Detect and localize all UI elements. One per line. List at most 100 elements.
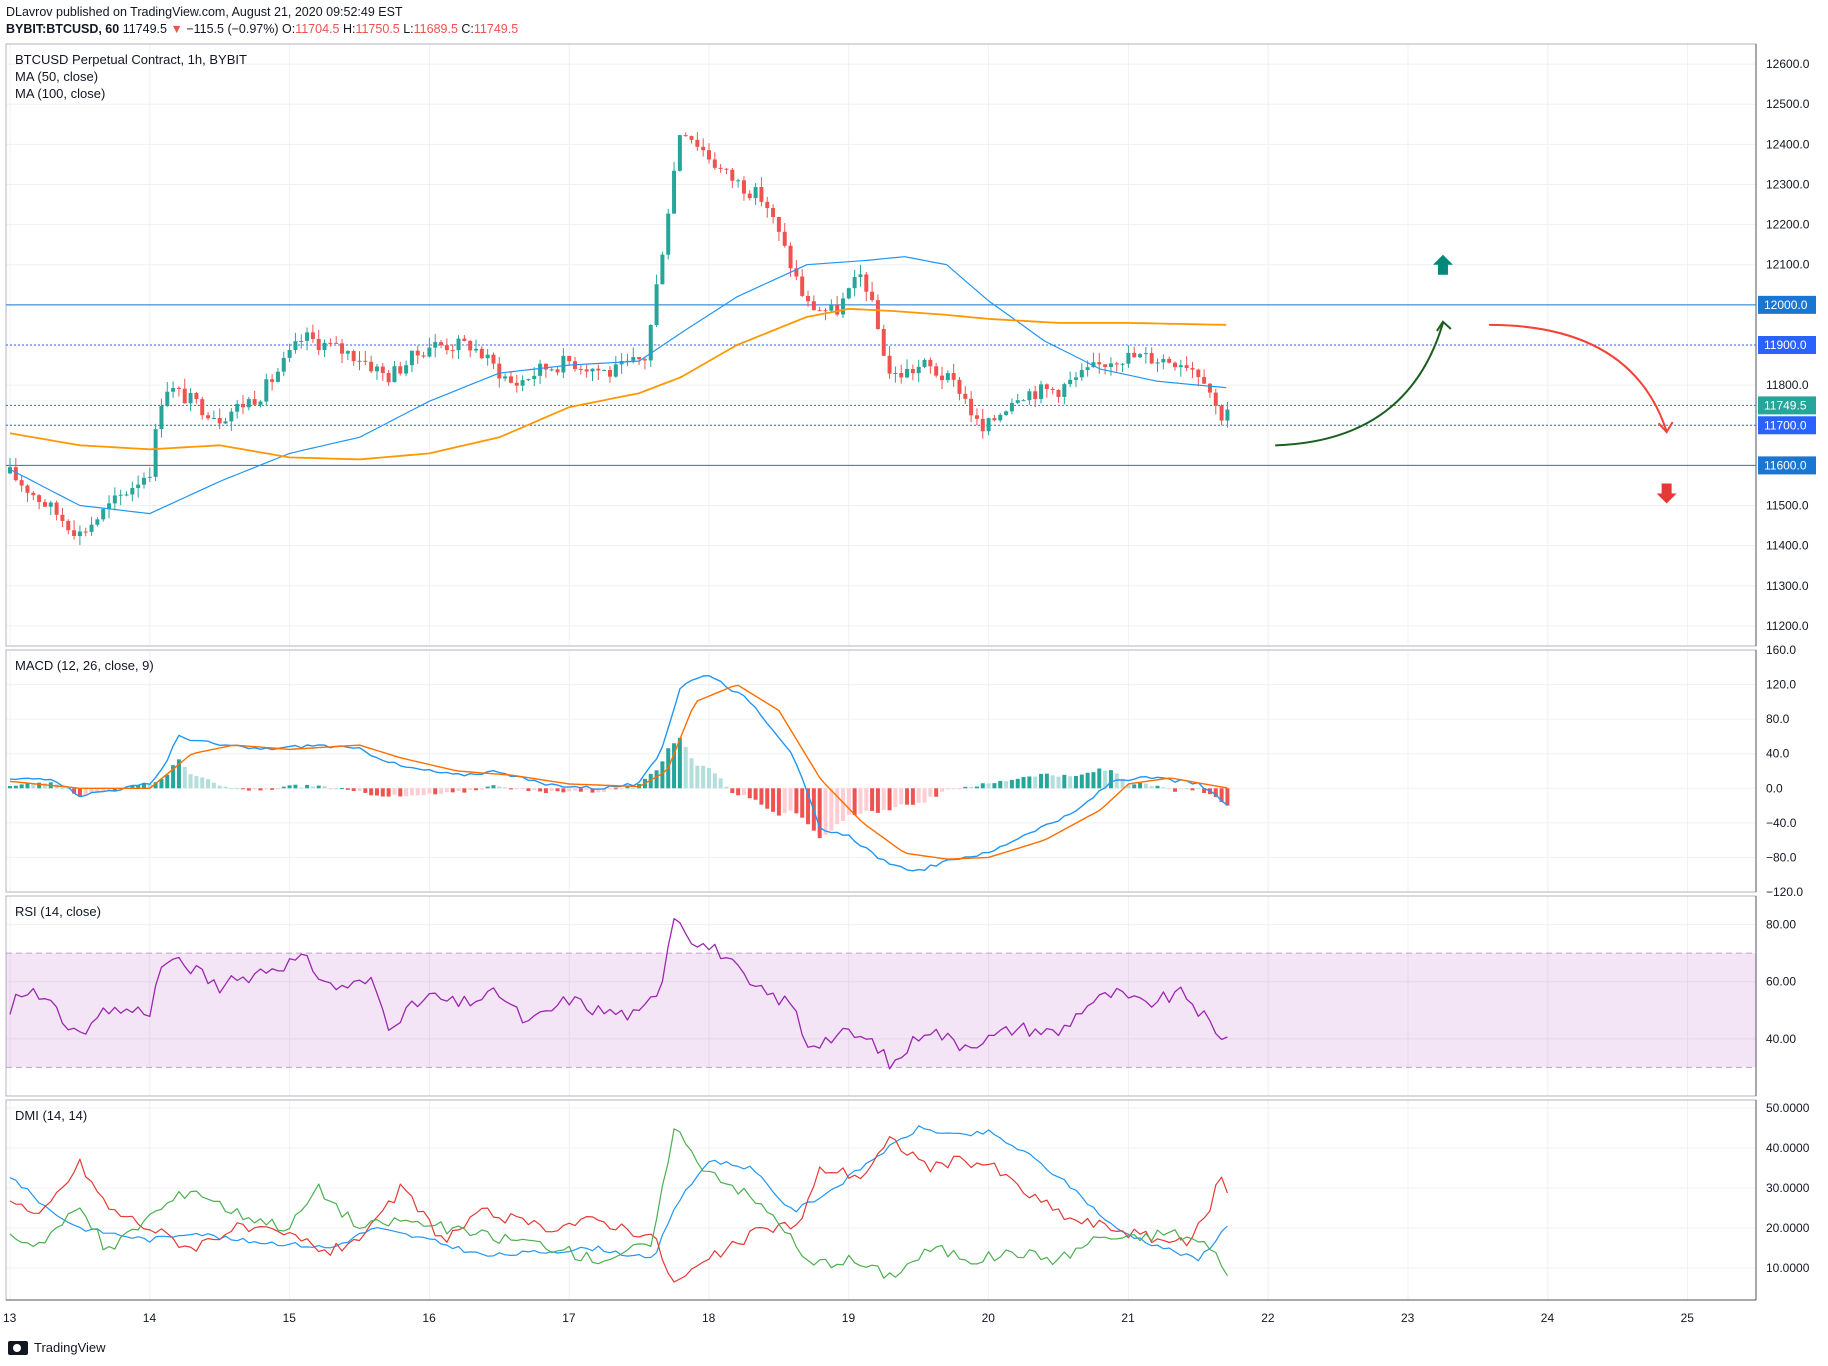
candle-body [54,502,59,515]
chart-header: DLavrov published on TradingView.com, Au… [6,4,518,38]
macd-histogram-bar [689,758,694,789]
macd-histogram-bar [1068,776,1073,789]
price-change: −115.5 (−0.97%) [186,22,279,36]
macd-histogram-bar [590,788,595,793]
close-label: C: [461,22,474,36]
candle-body [19,480,24,486]
candle-body [602,369,607,371]
macd-histogram-bar [1213,788,1218,798]
macd-histogram-bar [340,788,345,790]
macd-histogram-bar [1190,788,1195,791]
down-triangle-icon: ▼ [170,22,183,36]
candle-body [1132,352,1137,358]
macd-histogram-bar [25,783,30,789]
candle-body [561,355,566,373]
macd-histogram-bar [42,783,47,789]
macd-histogram-bar [1143,783,1148,789]
macd-histogram-bar [270,788,275,790]
macd-histogram-bar [1196,788,1201,790]
candle-body [1161,358,1166,363]
macd-histogram-bar [1178,788,1183,790]
candle-body [724,168,729,170]
candle-body [8,467,12,474]
candle-body [491,354,496,364]
macd-histogram-bar [37,782,42,789]
macd-histogram-bar [66,788,71,790]
macd-histogram-bar [229,788,234,790]
macd-histogram-bar [619,788,624,790]
candle-body [182,388,187,404]
macd-histogram-bar [759,788,764,805]
macd-histogram-bar [776,788,781,816]
candle-body [840,298,845,315]
macd-histogram-bar [275,788,280,790]
candle-body [852,277,857,289]
down-arrow-icon [1656,483,1677,504]
candle-body [136,484,141,488]
candle-body [776,217,781,232]
candle-body [1184,365,1189,369]
y-tick-label: 12400.0 [1766,137,1810,151]
macd-histogram-bar [1039,773,1044,789]
macd-histogram-bar [147,784,152,789]
y-tick-label: 80.00 [1766,918,1796,932]
macd-histogram-bar [806,788,811,825]
candle-body [118,494,123,496]
candle-body [1114,363,1119,365]
candle-body [899,372,904,378]
candle-body [631,357,636,361]
candle-body [141,477,146,485]
candle-body [83,531,88,533]
y-tick-label: 12500.0 [1766,97,1810,111]
macd-histogram-bar [1138,782,1143,789]
macd-histogram-bar [345,788,350,790]
candle-body [107,503,112,510]
macd-histogram-bar [223,786,228,789]
candle-body [1178,365,1183,368]
tradingview-brand: TradingView [8,1340,106,1355]
candle-body [788,245,793,269]
candle-body [800,276,805,296]
macd-histogram-bar [380,788,385,797]
high-value: 11750.5 [355,22,400,36]
candle-body [281,357,286,372]
candle-body [165,391,170,407]
macd-histogram-bar [503,787,508,789]
y-tick-label: 10.0000 [1766,1261,1810,1275]
candle-body [258,401,263,405]
macd-histogram-bar [293,784,298,789]
candle-body [31,492,36,496]
candle-body [1173,362,1177,368]
candle-body [229,411,234,422]
macd-histogram-bar [31,783,36,789]
green-curve-arrow [1275,322,1444,447]
candle-body [112,495,117,504]
y-tick-label: 80.0 [1766,712,1790,726]
candle-body [532,375,537,380]
candle-body [736,180,741,182]
x-tick-label: 13 [3,1311,17,1325]
candle-body [363,360,368,362]
macd-histogram-bar [951,788,956,790]
macd-histogram-bar [602,788,607,792]
low-value: 11689.5 [413,22,458,36]
candle-body [153,429,158,477]
macd-histogram-bar [980,783,985,789]
macd-histogram-bar [310,786,315,789]
candle-body [980,418,985,432]
macd-histogram-bar [881,788,886,810]
ma100-line [9,307,1227,461]
candle-body [421,355,426,357]
candle-body [217,417,222,424]
macd-histogram-bar [369,788,374,796]
y-tick-label: 11200.0 [1766,619,1809,633]
macd-histogram-bar [1132,784,1137,789]
candle-body [1225,409,1230,421]
macd-histogram-bar [1027,776,1032,789]
x-tick-label: 15 [283,1311,297,1325]
macd-histogram-bar [724,786,729,789]
symbol-label: BYBIT:BTCUSD, 60 [6,22,120,36]
candle-body [957,379,962,394]
candle-body [555,369,560,373]
